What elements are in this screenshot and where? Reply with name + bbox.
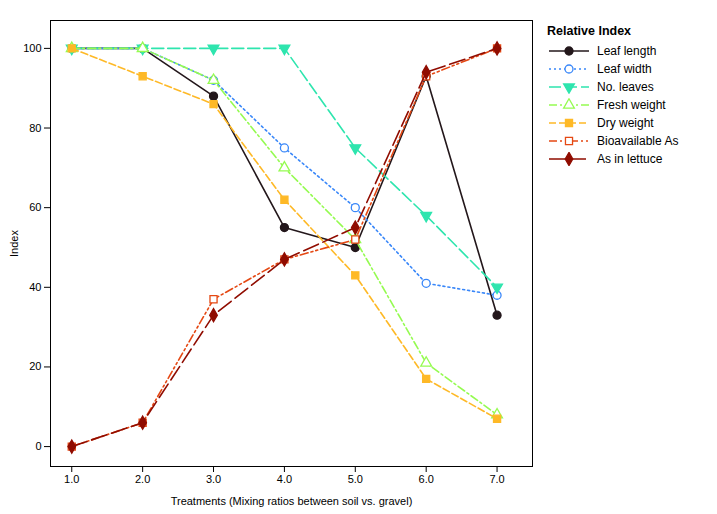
html-text:Dry weight: Dry weight <box>597 116 654 130</box>
svg-text:5.0: 5.0 <box>348 473 363 485</box>
svg-text:1.0: 1.0 <box>64 473 79 485</box>
svg-text:7.0: 7.0 <box>489 473 504 485</box>
html-text:Leaf length: Leaf length <box>597 44 657 58</box>
svg-text:4.0: 4.0 <box>277 473 292 485</box>
html-text:No. leaves: No. leaves <box>597 80 654 94</box>
svg-text:100: 100 <box>23 42 41 54</box>
svg-text:80: 80 <box>29 122 41 134</box>
svg-text:6.0: 6.0 <box>419 473 434 485</box>
html-text:Bioavailable As: Bioavailable As <box>597 134 679 148</box>
svg-text:Treatments (Mixing ratios betw: Treatments (Mixing ratios between soil v… <box>171 495 413 507</box>
html-text:Relative Index: Relative Index <box>547 24 632 38</box>
svg-text:40: 40 <box>29 281 41 293</box>
svg-text:3.0: 3.0 <box>206 473 221 485</box>
svg-text:60: 60 <box>29 201 41 213</box>
svg-text:0: 0 <box>35 440 41 452</box>
html-text:As in lettuce: As in lettuce <box>597 152 663 166</box>
html-text:Fresh weight: Fresh weight <box>597 98 666 112</box>
svg-text:2.0: 2.0 <box>135 473 150 485</box>
svg-text:Index: Index <box>8 230 20 257</box>
html-text:Leaf width: Leaf width <box>597 62 652 76</box>
svg-text:20: 20 <box>29 360 41 372</box>
